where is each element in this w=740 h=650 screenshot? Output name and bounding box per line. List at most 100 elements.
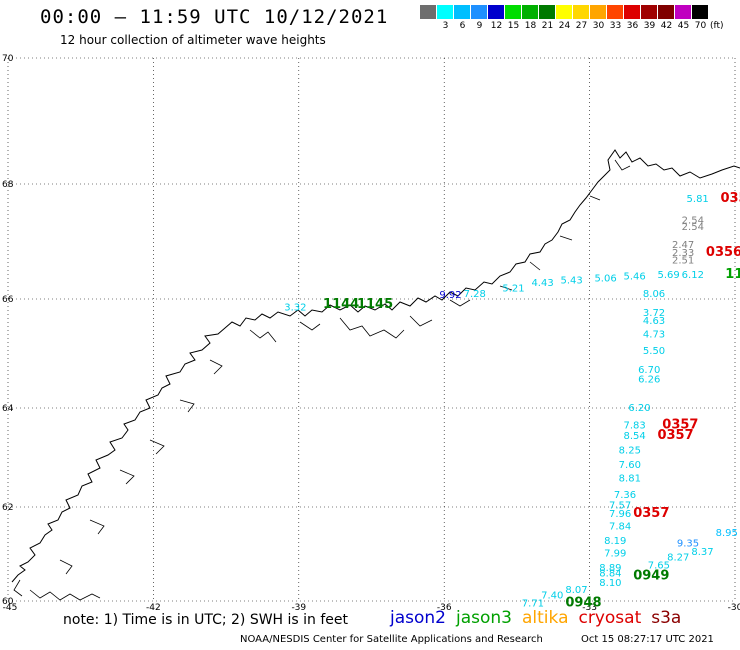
lat-tick-1: 68 [2,180,14,190]
wave-height-label-7: 2.51 [672,255,694,266]
lat-tick-4: 62 [2,503,13,513]
wave-height-label-31: 7.99 [604,548,626,559]
lat-tick-5: 60 [2,597,14,607]
legend-labels: 3 6 9 12 15 18 21 24 27 30 33 36 39 42 45 70 [420,21,709,31]
wave-height-label-8: 114 [725,267,740,282]
legend-label-1: 3 [442,21,449,31]
observation-labels: 5.81 035 2.542.54 2.47 0356 2.332.51 114 6.12 8.… [284,191,740,611]
wave-height-label-13: 4.73 [643,330,665,341]
legend-label-10: 30 [592,21,605,31]
wave-height-label-36: 9.35 [677,539,699,550]
track-label-13: 7.71 [522,598,544,609]
lon-tick-3: -36 [437,603,452,613]
legend-swatch-11 [607,5,624,19]
legend-swatch-6 [522,5,539,19]
legend-swatch-10 [590,5,607,19]
wave-height-label-32: 8.89 [599,563,621,574]
coastline-inlets [13,159,631,601]
legend-label-4: 12 [490,21,503,31]
satellite-legend: jason2 jason3 altika cryosat s3a [390,608,681,628]
lon-tick-4: -33 [582,603,597,613]
track-label-17: 8.37 [691,547,713,558]
wave-height-label-2: 2.54 [682,216,704,227]
legend-swatch-15 [675,5,692,19]
wave-height-label-11: 3.72 [643,308,665,319]
wave-height-label-26: 7.57 [609,501,631,512]
track-label-1: 1144 [323,297,359,312]
legend-label-6: 18 [524,21,537,31]
track-label-0: 3.32 [284,302,306,313]
track-label-14: 0948 [565,595,601,610]
wave-height-label-6: 2.33 [672,248,694,259]
legend-label-11: 33 [609,21,622,31]
legend-swatch-4 [488,5,505,19]
legend-label-13: 39 [643,21,656,31]
legend-swatch-1 [437,5,454,19]
wave-height-label-0: 5.81 [687,194,709,205]
legend-label-5: 15 [507,21,520,31]
satellite-s3a: s3a [651,608,682,628]
legend-swatch-3 [471,5,488,19]
legend-label-2: 6 [459,21,466,31]
track-label-3: 9.92 [439,290,461,301]
wave-height-label-4: 2.47 [672,240,694,251]
track-label-16: 8.27 [667,552,689,563]
wave-height-label-35: 0949 [633,568,669,583]
credit-line: NOAA/NESDIS Center for Satellite Applica… [240,634,543,645]
track-label-10: 5.69 [657,270,679,281]
legend-label-8: 24 [558,21,571,31]
legend-label-16: 70 [694,21,707,31]
track-label-7: 5.43 [561,275,583,286]
greenland-coastline [11,149,740,583]
track-label-4: 7.28 [464,289,486,300]
wave-height-label-30: 8.19 [604,536,626,547]
legend-swatches [420,5,709,19]
wave-height-label-21: 0357 [657,428,693,443]
legend-unit: (ft) [710,21,724,31]
track-label-11: 8.07 [565,585,587,596]
wave-height-label-10: 8.06 [643,289,665,300]
generated-timestamp: Oct 15 08:27:17 UTC 2021 [581,634,714,645]
legend-swatch-0 [420,5,437,19]
coastline [11,149,740,601]
track-label-6: 4.43 [531,278,553,289]
legend-label-9: 27 [575,21,588,31]
satellite-jason3: jason3 [456,608,512,628]
track-label-9: 5.46 [624,272,646,283]
wave-height-label-28: 0357 [633,506,669,521]
wave-height-label-9: 6.12 [682,270,704,281]
track-label-5: 5.21 [502,283,524,294]
wave-height-label-23: 7.60 [619,460,641,471]
map-title: 00:00 – 11:59 UTC 10/12/2021 [40,6,389,28]
legend-swatch-14 [658,5,675,19]
axis-ticks: -45 -42 -39 -36 -33 -30 70 68 66 64 62 60 [2,54,740,613]
wave-height-label-19: 0357 [662,417,698,432]
lat-tick-3: 64 [2,404,14,414]
lon-tick-0: -45 [3,603,18,613]
track-label-15: 7.65 [648,560,670,571]
legend-swatch-8 [556,5,573,19]
wave-height-label-18: 7.83 [624,420,646,431]
legend-label-3: 9 [476,21,483,31]
legend-label-14: 42 [660,21,673,31]
legend-swatch-9 [573,5,590,19]
lat-tick-0: 70 [2,54,14,64]
wave-height-label-29: 7.84 [609,521,631,532]
wave-height-label-20: 8.54 [624,431,646,442]
track-label-12: 7.40 [541,590,563,601]
wave-height-label-1: 035 [720,191,740,206]
wave-height-label-37: 8.95 [716,528,738,539]
legend-swatch-16 [692,5,709,19]
lon-tick-1: -42 [146,603,161,613]
track-label-8: 5.06 [594,274,616,285]
wave-height-label-17: 6.20 [628,403,650,414]
legend-swatch-2 [454,5,471,19]
footnote: note: 1) Time is in UTC; 2) SWH is in fe… [63,612,349,628]
satellite-altika: altika [522,608,569,628]
satellite-cryosat: cryosat [578,608,642,628]
wave-height-label-15: 6.70 [638,365,660,376]
wave-height-label-27: 7.96 [609,509,631,520]
wave-height-label-5: 0356 [706,245,740,260]
lon-tick-2: -39 [291,603,306,613]
